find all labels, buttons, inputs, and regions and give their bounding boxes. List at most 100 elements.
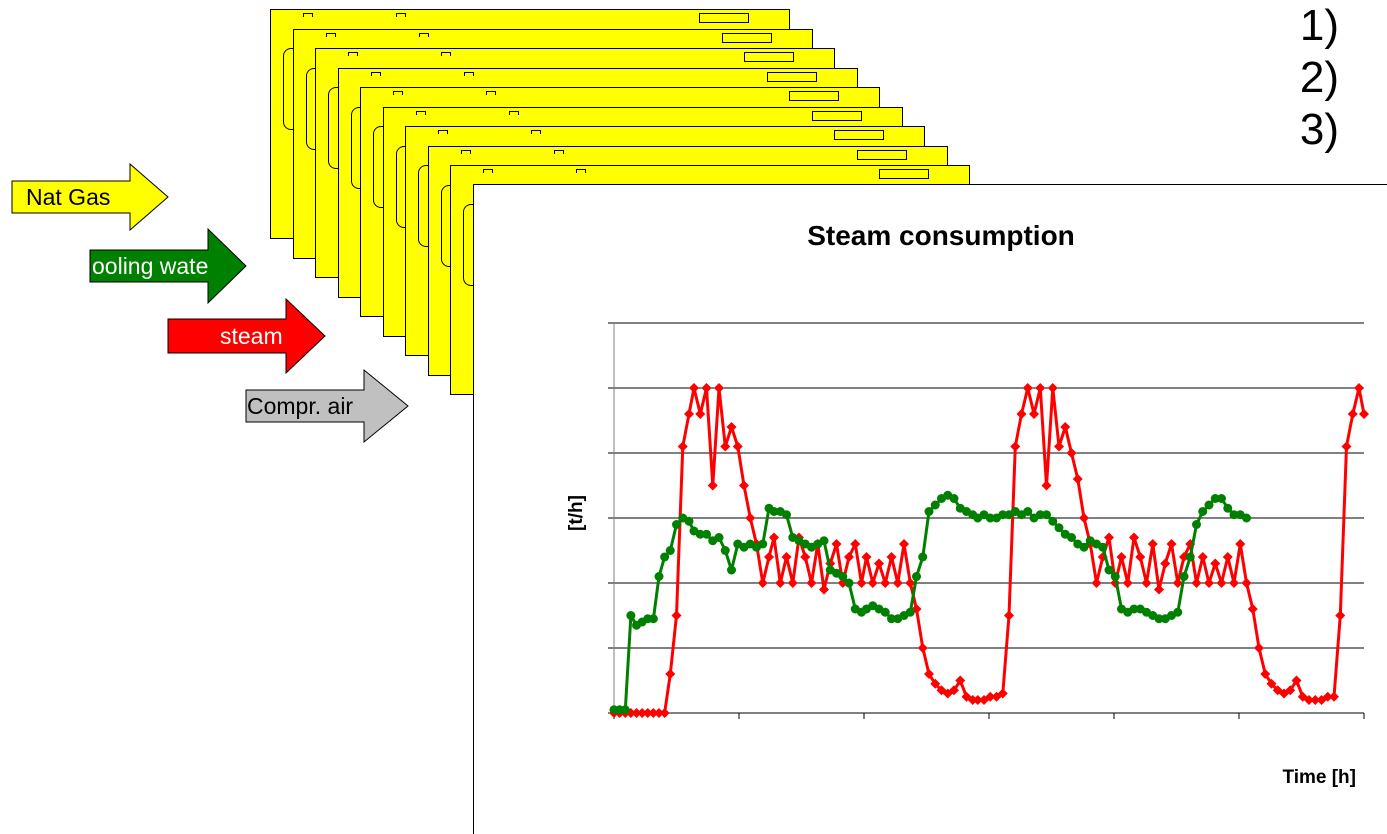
data-point: [659, 708, 670, 718]
data-point: [695, 409, 706, 419]
data-point: [745, 513, 756, 523]
card-bracket: [283, 48, 296, 130]
card-mark: [483, 169, 493, 173]
data-point: [775, 578, 786, 588]
data-point: [905, 607, 915, 617]
card-mark: [486, 91, 496, 95]
data-point: [1122, 578, 1133, 588]
data-point: [665, 546, 675, 555]
data-point: [1047, 383, 1058, 393]
chart-title: Steam consumption: [807, 220, 1075, 251]
data-point: [1035, 383, 1046, 393]
card-bracket: [440, 184, 454, 267]
list-item-2: 2): [1299, 53, 1339, 102]
data-point: [1029, 409, 1039, 419]
data-point: [1022, 383, 1033, 393]
card-mark: [393, 91, 403, 95]
data-point: [972, 695, 983, 705]
data-point: [1147, 539, 1158, 549]
card-mark: [460, 149, 471, 154]
steam-consumption-chart: Steam consumption Time [h] [t/h]: [566, 220, 1369, 788]
data-point: [1185, 552, 1195, 562]
data-point: [1072, 474, 1083, 484]
nat-gas-arrow: Nat Gas: [11, 162, 169, 232]
data-point: [1291, 675, 1302, 686]
data-point: [949, 494, 959, 503]
data-point: [660, 552, 670, 562]
data-point: [1254, 643, 1264, 653]
data-point: [924, 669, 934, 679]
data-point: [1098, 542, 1108, 552]
data-point: [1210, 558, 1221, 569]
data-point: [1135, 552, 1146, 562]
card-bracket: [328, 87, 341, 169]
data-point: [1054, 523, 1064, 533]
data-point: [769, 532, 779, 543]
data-point: [1217, 494, 1226, 503]
data-point: [1104, 565, 1114, 575]
data-point: [1041, 480, 1052, 491]
data-point: [844, 552, 854, 562]
data-point: [781, 552, 792, 562]
compr-air-arrow: Compr. air: [245, 368, 409, 444]
data-point: [886, 552, 897, 562]
card-mark: [508, 110, 519, 115]
data-point: [1216, 578, 1227, 588]
data-point: [758, 539, 768, 549]
card-mark: [303, 13, 313, 17]
data-point: [1179, 572, 1189, 581]
data-point: [654, 708, 664, 718]
data-point: [677, 441, 688, 452]
data-point: [1160, 558, 1171, 569]
card-mark: [744, 52, 794, 62]
data-point: [1266, 678, 1277, 689]
card-mark: [789, 91, 839, 101]
data-point: [1223, 503, 1233, 513]
data-point: [1048, 516, 1058, 526]
data-point: [1229, 578, 1239, 588]
card-mark: [396, 13, 406, 17]
x-axis-label: Time [h]: [1282, 767, 1356, 788]
card-mark: [699, 13, 749, 23]
data-point: [806, 578, 817, 588]
data-point: [880, 607, 890, 617]
data-point: [665, 669, 676, 679]
data-point: [917, 643, 928, 653]
data-point: [631, 708, 642, 718]
card-mark: [348, 52, 358, 56]
data-point: [1129, 532, 1139, 543]
y-axis-label: [t/h]: [566, 495, 587, 531]
data-point: [626, 611, 636, 620]
card-mark: [441, 52, 451, 56]
arrow-right-icon: [11, 162, 169, 232]
data-point: [819, 584, 829, 595]
data-point: [838, 572, 848, 581]
data-point: [918, 552, 928, 562]
card-mark: [463, 71, 474, 76]
data-point: [1204, 578, 1214, 588]
data-point: [1010, 441, 1021, 452]
data-point: [1079, 542, 1089, 552]
card-mark: [576, 169, 586, 173]
steam-label: steam: [220, 323, 283, 349]
data-point: [930, 678, 941, 689]
data-point: [1035, 510, 1045, 520]
data-point: [757, 578, 768, 588]
data-point: [769, 507, 779, 516]
data-point: [764, 552, 774, 562]
data-point: [787, 578, 798, 588]
data-point: [1192, 520, 1201, 529]
data-point: [714, 533, 724, 542]
card-mark: [415, 110, 426, 115]
steam-arrow: steam: [167, 297, 326, 375]
data-point: [727, 565, 736, 575]
data-point: [684, 409, 694, 419]
data-point: [726, 422, 737, 432]
data-point: [874, 558, 884, 569]
data-point: [1304, 695, 1314, 705]
data-point: [1154, 584, 1164, 595]
data-point: [831, 539, 842, 549]
card-mark: [834, 130, 884, 140]
data-point: [1260, 669, 1271, 679]
compr-air-label: Compr. air: [247, 393, 354, 419]
